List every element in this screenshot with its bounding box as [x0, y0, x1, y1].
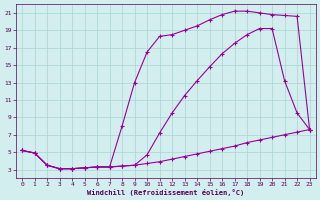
- X-axis label: Windchill (Refroidissement éolien,°C): Windchill (Refroidissement éolien,°C): [87, 189, 244, 196]
